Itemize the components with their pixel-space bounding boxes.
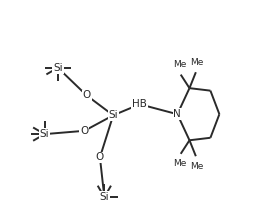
- Text: Si: Si: [100, 192, 109, 202]
- Text: Si: Si: [53, 63, 63, 73]
- Text: Si: Si: [40, 129, 49, 139]
- Text: O: O: [96, 152, 104, 162]
- Text: O: O: [83, 90, 91, 100]
- Text: Si: Si: [109, 110, 118, 120]
- Text: Me: Me: [173, 159, 186, 168]
- Text: N: N: [173, 109, 181, 119]
- Text: HB: HB: [132, 99, 147, 109]
- Text: Me: Me: [190, 162, 204, 171]
- Text: Me: Me: [190, 58, 204, 67]
- Text: O: O: [80, 126, 88, 136]
- Text: Me: Me: [173, 60, 186, 69]
